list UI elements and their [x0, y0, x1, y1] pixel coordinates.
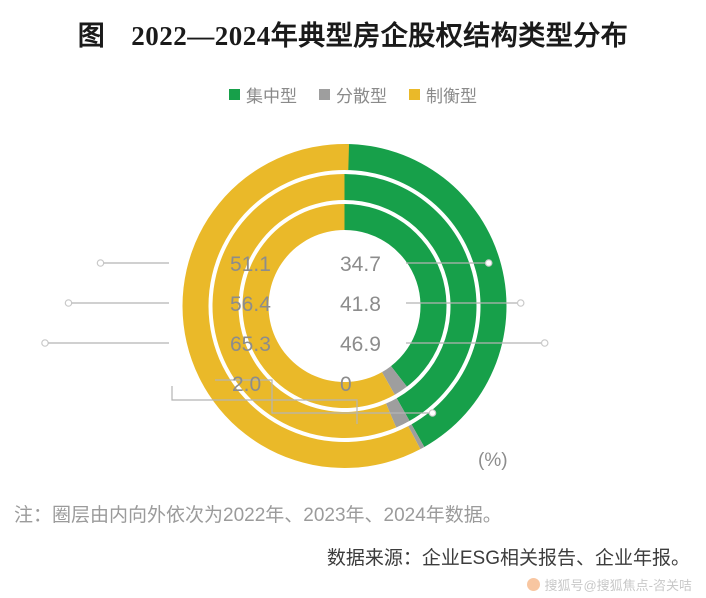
label-green-outer: 46.9: [340, 333, 381, 356]
square-swatch-icon: [409, 89, 420, 100]
leader-dot-yellow-outer: [41, 339, 49, 347]
watermark: 搜狐号@搜狐焦点-咨关咭: [527, 575, 692, 594]
label-yellow-middle: 56.4: [230, 293, 271, 316]
unit-label: (%): [478, 450, 508, 471]
legend-label: 集中型: [246, 87, 297, 106]
legend-item-balanced[interactable]: 制衡型: [409, 82, 477, 107]
label-green-middle: 41.8: [340, 293, 381, 316]
donut-segment[interactable]: [182, 143, 421, 468]
chart-source: 数据来源：企业ESG相关报告、企业年报。: [326, 548, 690, 569]
leader-dot-yellow-middle: [64, 299, 73, 307]
label-gray-zero: 0: [340, 373, 352, 396]
label-gray-inner: 2.0: [232, 373, 261, 396]
label-yellow-outer: 65.3: [230, 333, 271, 356]
chart-note: 注：圈层由内向外依次为2022年、2023年、2024年数据。: [14, 505, 502, 526]
legend-label: 制衡型: [426, 87, 477, 106]
donut-segment[interactable]: [408, 424, 425, 450]
leader-line-gray-zero: [215, 379, 437, 417]
leader-lines-right: [406, 259, 549, 347]
leader-dot-gray-zero: [428, 409, 437, 417]
nested-donut-chart: 51.1 56.4 65.3 2.0 34.7 41.8 46.9 0 (%): [0, 118, 706, 478]
chart-legend: 集中型 分散型 制衡型: [0, 82, 706, 107]
label-green-inner: 34.7: [340, 253, 381, 276]
sohu-logo-icon: [527, 578, 541, 591]
legend-label: 分散型: [336, 87, 387, 106]
donut-ring-arcs: [182, 143, 507, 468]
donut-segment[interactable]: [212, 174, 397, 438]
leader-dot-green-inner: [484, 259, 493, 267]
donut-segment[interactable]: [242, 204, 395, 408]
donut-svg: 51.1 56.4 65.3 2.0 34.7 41.8 46.9 0 (%): [41, 143, 549, 471]
legend-item-concentrated[interactable]: 集中型: [229, 82, 297, 107]
title-text: 2022—2024年典型房企股权结构类型分布: [131, 21, 629, 51]
donut-segment[interactable]: [381, 366, 407, 395]
page-title: 图 2022—2024年典型房企股权结构类型分布: [0, 14, 706, 53]
leader-dot-green-middle: [516, 299, 525, 307]
leader-dot-green-outer: [540, 339, 549, 347]
donut-segment[interactable]: [344, 204, 447, 387]
square-swatch-icon: [319, 89, 330, 100]
title-prefix: 图: [77, 21, 106, 51]
label-yellow-inner: 51.1: [230, 253, 271, 276]
donut-segment[interactable]: [344, 144, 507, 447]
leader-polyline-gray-zero: [215, 379, 430, 414]
watermark-text: 搜狐号@搜狐焦点-咨关咭: [544, 578, 692, 593]
donut-segment[interactable]: [344, 174, 477, 421]
legend-item-dispersed[interactable]: 分散型: [319, 82, 387, 107]
leader-polyline-gray-inner: [171, 386, 358, 424]
leader-line-gray-inner: [171, 386, 358, 424]
leader-lines-left: [41, 259, 169, 347]
square-swatch-icon: [229, 89, 240, 100]
leader-dot-yellow-inner: [96, 259, 105, 267]
